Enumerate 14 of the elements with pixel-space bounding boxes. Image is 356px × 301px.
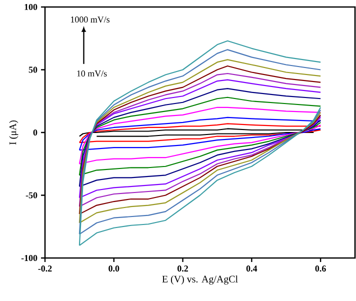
- x-tick-label: 0.0: [108, 266, 120, 272]
- y-tick-label: 0: [33, 129, 38, 136]
- annotation: 1000 mV/s: [71, 16, 110, 23]
- y-tick-label: 100: [24, 4, 38, 10]
- y-tick-label: -100: [21, 254, 38, 262]
- x-tick-label: 0.6: [315, 266, 326, 272]
- x-tick-label: 0.2: [178, 266, 188, 272]
- y-axis-title: I (μA): [9, 120, 18, 145]
- y-tick-label: 50: [28, 66, 38, 73]
- x-axis-title: E (V) vs. Ag/AgCl: [162, 275, 238, 285]
- x-tick-label: 0.4: [246, 266, 258, 272]
- annotation: 10 mV/s: [77, 70, 107, 77]
- y-tick-label: -50: [26, 192, 38, 198]
- x-tick-label: -0.2: [38, 266, 52, 272]
